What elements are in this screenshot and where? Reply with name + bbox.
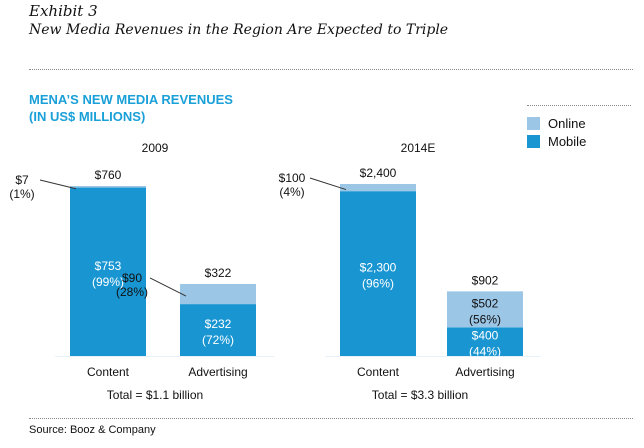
- mobile-pct-label-2009-advertising: (72%): [202, 333, 234, 347]
- bar-online-2009-advertising: [180, 283, 256, 305]
- category-label-2014E-content: Content: [357, 365, 400, 379]
- online-pct-label-2014E-advertising: (56%): [469, 312, 501, 326]
- chart-title: MENA’S NEW MEDIA REVENUES (IN US$ MILLIO…: [29, 91, 233, 125]
- total-label-2014E-advertising: $902: [472, 273, 499, 287]
- exhibit-header: Exhibit 3 New Media Revenues in the Regi…: [29, 2, 448, 39]
- mobile-value-label-2014E-content: $2,300: [360, 261, 397, 275]
- total-label-2009-content: $760: [95, 168, 122, 182]
- callout-line-2009-content: [39, 179, 77, 190]
- year-label-2009: 2009: [142, 141, 169, 155]
- online-pct-label-2009-content: (1%): [9, 187, 34, 201]
- mobile-value-label-2009-advertising: $232: [205, 317, 232, 331]
- bar-mobile-2009-content: [70, 187, 146, 356]
- bar-mobile-2009-advertising: [180, 304, 256, 356]
- exhibit-title: New Media Revenues in the Region Are Exp…: [29, 22, 449, 38]
- bar-online-2009-content: [70, 186, 146, 188]
- total-label-2009-advertising: $322: [205, 266, 232, 280]
- legend: Online Mobile: [527, 105, 631, 150]
- category-label-2014E-advertising: Advertising: [455, 365, 514, 379]
- callout-line-2009-advertising: [149, 277, 187, 297]
- mobile-pct-label-2009-content: (99%): [92, 275, 124, 289]
- legend-swatch-online: [527, 116, 540, 130]
- total-revenue-label-2014E: Total = $3.3 billion: [372, 388, 468, 402]
- legend-label-online: Online: [548, 115, 586, 131]
- bar-online-2014E-advertising: [447, 291, 523, 328]
- mobile-value-label-2009-content: $753: [95, 259, 122, 273]
- total-label-2014E-content: $2,400: [360, 166, 397, 180]
- callout-line-2014E-content: [309, 177, 347, 191]
- legend-item-online: Online: [527, 114, 631, 132]
- mobile-value-label-2014E-advertising: $400: [472, 329, 499, 343]
- online-value-label-2009-content: $7: [15, 173, 29, 187]
- legend-label-mobile: Mobile: [548, 133, 587, 149]
- mobile-pct-label-2014E-advertising: (44%): [469, 345, 501, 359]
- mobile-pct-label-2014E-content: (96%): [362, 277, 394, 291]
- top-divider: [29, 69, 633, 70]
- bottom-divider: [29, 418, 633, 419]
- online-value-label-2009-advertising: $90: [122, 271, 142, 285]
- bar-mobile-2014E-advertising: [447, 327, 523, 356]
- total-revenue-label-2009: Total = $1.1 billion: [107, 388, 203, 402]
- online-pct-label-2014E-content: (4%): [279, 185, 304, 199]
- category-label-2009-content: Content: [87, 365, 130, 379]
- exhibit-label: Exhibit 3: [29, 2, 98, 20]
- chart-title-line-1: MENA’S NEW MEDIA REVENUES: [29, 92, 233, 107]
- legend-item-mobile: Mobile: [527, 132, 631, 150]
- online-value-label-2014E-content: $100: [279, 171, 306, 185]
- online-pct-label-2009-advertising: (28%): [116, 285, 148, 299]
- chart-title-line-2: (IN US$ MILLIONS): [29, 109, 146, 124]
- source-note: Source: Booz & Company: [29, 424, 156, 436]
- legend-swatch-mobile: [527, 134, 540, 148]
- bar-mobile-2014E-content: [340, 191, 416, 356]
- online-value-label-2014E-advertising: $502: [472, 296, 499, 310]
- year-label-2014E: 2014E: [401, 141, 436, 155]
- category-label-2009-advertising: Advertising: [188, 365, 247, 379]
- bar-online-2014E-content: [340, 184, 416, 192]
